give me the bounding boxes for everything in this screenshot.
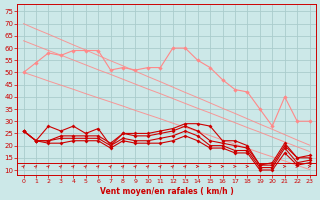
X-axis label: Vent moyen/en rafales ( km/h ): Vent moyen/en rafales ( km/h )	[100, 187, 234, 196]
